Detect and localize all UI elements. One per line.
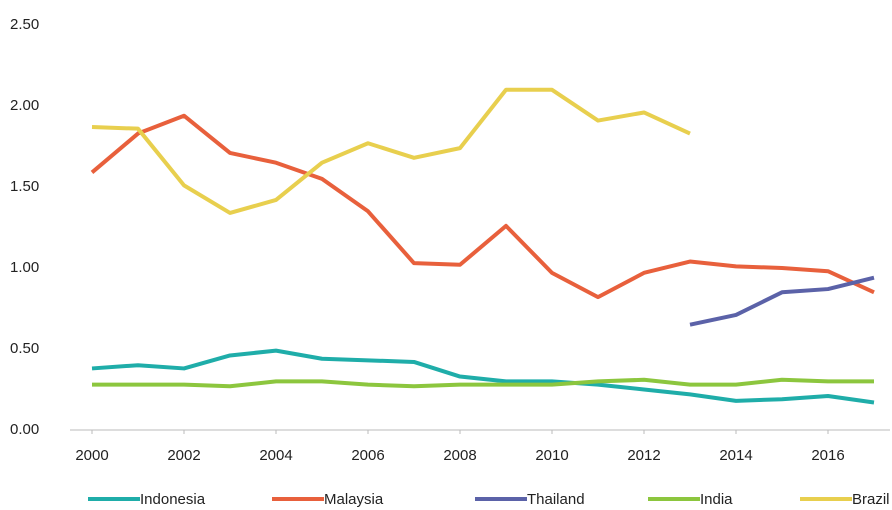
series-line (91, 348, 875, 405)
legend-label: Brazil (852, 491, 890, 508)
series-line (689, 275, 875, 327)
legend-label: India (700, 491, 733, 508)
x-tick-label: 2008 (443, 447, 476, 464)
series-line (91, 87, 691, 215)
y-tick-label: 0.00 (10, 421, 39, 438)
series-line (92, 377, 874, 389)
legend-label: Malaysia (324, 491, 384, 508)
series-line (90, 113, 875, 300)
y-tick-label: 1.50 (10, 178, 39, 195)
x-tick-label: 2004 (259, 447, 292, 464)
legend-label: Thailand (527, 491, 585, 508)
x-tick-label: 2014 (719, 447, 752, 464)
x-tick-label: 2012 (627, 447, 660, 464)
legend-label: Indonesia (140, 491, 206, 508)
x-tick-label: 2016 (811, 447, 844, 464)
y-tick-label: 1.00 (10, 259, 39, 276)
y-tick-label: 2.00 (10, 97, 39, 114)
x-tick-label: 2006 (351, 447, 384, 464)
y-tick-label: 0.50 (10, 340, 39, 357)
x-tick-label: 2000 (75, 447, 108, 464)
y-tick-label: 2.50 (10, 16, 39, 33)
x-tick-label: 2002 (167, 447, 200, 464)
x-tick-label: 2010 (535, 447, 568, 464)
